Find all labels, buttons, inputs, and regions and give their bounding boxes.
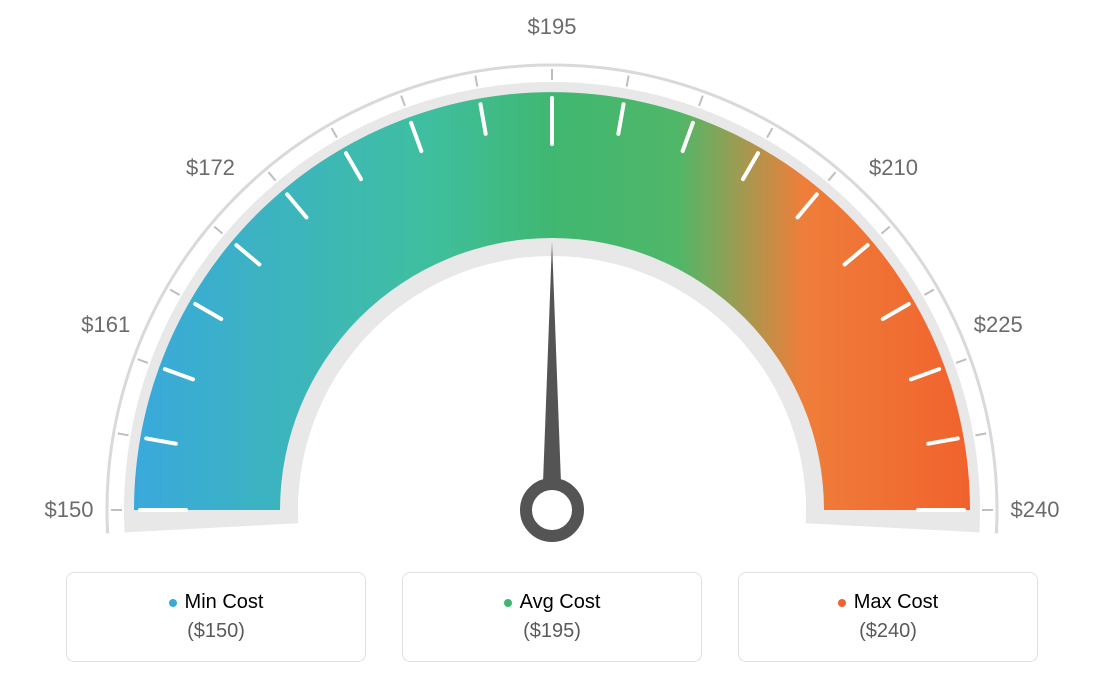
legend-label-avg: Avg Cost (520, 591, 601, 614)
legend-value-min: ($150) (187, 620, 245, 643)
legend-title-max: Max Cost (838, 591, 938, 614)
tick-label: $161 (81, 312, 130, 338)
tick-label: $225 (974, 312, 1023, 338)
legend-value-max: ($240) (859, 620, 917, 643)
legend-dot-min (169, 599, 177, 607)
gauge-svg (0, 0, 1104, 560)
gauge-area: $150 $161 $172 $195 $210 $225 $240 (0, 0, 1104, 560)
tick-label: $172 (186, 155, 235, 181)
tick-label: $195 (528, 14, 577, 40)
legend-card-avg: Avg Cost ($195) (402, 572, 702, 662)
tick-label: $150 (45, 497, 94, 523)
legend-dot-avg (504, 599, 512, 607)
legend-label-min: Min Cost (185, 591, 264, 614)
tick-label: $240 (1011, 497, 1060, 523)
legend-dot-max (838, 599, 846, 607)
legend-title-avg: Avg Cost (504, 591, 601, 614)
legend-card-max: Max Cost ($240) (738, 572, 1038, 662)
legend-card-min: Min Cost ($150) (66, 572, 366, 662)
legend-title-min: Min Cost (169, 591, 264, 614)
legend-label-max: Max Cost (854, 591, 938, 614)
tick-label: $210 (869, 155, 918, 181)
legend-row: Min Cost ($150) Avg Cost ($195) Max Cost… (0, 572, 1104, 662)
legend-value-avg: ($195) (523, 620, 581, 643)
gauge-chart-container: $150 $161 $172 $195 $210 $225 $240 Min Cost ($… (0, 0, 1104, 690)
